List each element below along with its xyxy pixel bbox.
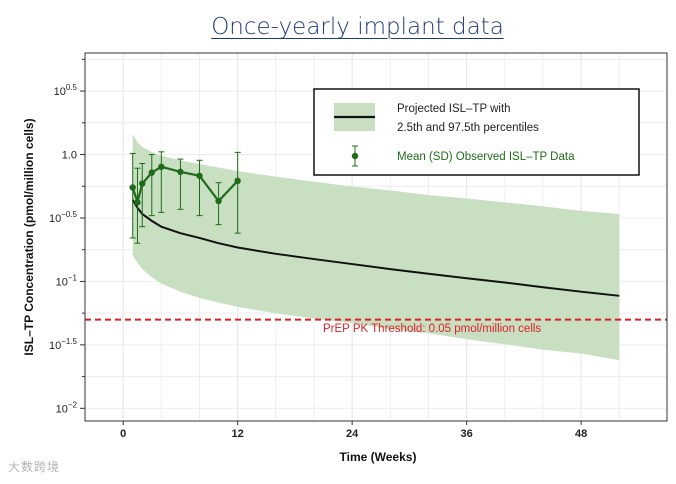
- y-tick-label: 1.0: [62, 150, 77, 162]
- x-tick-label: 12: [232, 428, 244, 440]
- legend-entry-projected-line1: Projected ISL–TP with: [397, 103, 511, 115]
- y-axis-ticks: 100.5 1.0 10−0.5 10−1 10−1.5 10−2: [49, 58, 85, 415]
- plot-frame: [84, 52, 668, 422]
- observed-point: [215, 197, 222, 205]
- slide-title: Once-yearly implant data: [211, 14, 504, 40]
- watermark: 大数跨境: [8, 460, 61, 474]
- plot-area: [85, 134, 667, 361]
- y-tick-label: 100.5: [54, 83, 78, 98]
- x-tick-label: 24: [346, 428, 359, 440]
- y-tick-label: 10−2: [56, 400, 78, 415]
- observed-point: [139, 180, 146, 187]
- observed-point: [148, 169, 155, 176]
- x-axis-ticks: 0 12 24 36 48: [120, 421, 587, 440]
- observed-point: [177, 168, 184, 176]
- observed-point: [234, 177, 241, 185]
- legend-entry-observed: Mean (SD) Observed ISL–TP Data: [397, 151, 575, 163]
- y-tick-label: 10−1: [56, 273, 78, 288]
- observed-point: [196, 172, 203, 179]
- y-axis-label: ISL–TP Concentration (pmol/million cells…: [22, 118, 36, 355]
- percentile-band: [132, 134, 620, 361]
- y-tick-label: 10−1.5: [49, 337, 78, 352]
- observed-point: [134, 199, 141, 206]
- x-axis-label: Time (Weeks): [340, 450, 417, 464]
- projected-median-line: [131, 199, 620, 297]
- x-tick-label: 48: [575, 428, 587, 440]
- x-tick-label: 36: [461, 428, 473, 440]
- observed-point: [129, 184, 136, 191]
- legend-marker-swatch: [351, 152, 359, 160]
- x-tick-label: 0: [120, 428, 126, 440]
- observed-point: [158, 163, 165, 171]
- y-tick-label: 10−0.5: [49, 210, 78, 225]
- legend: Projected ISL–TP with 2.5th and 97.5th p…: [313, 88, 640, 176]
- threshold-label: PrEP PK Threshold: 0.05 pmol/million cel…: [323, 323, 541, 335]
- observed-series: [129, 151, 241, 244]
- legend-entry-projected-line2: 2.5th and 97.5th percentiles: [397, 122, 539, 134]
